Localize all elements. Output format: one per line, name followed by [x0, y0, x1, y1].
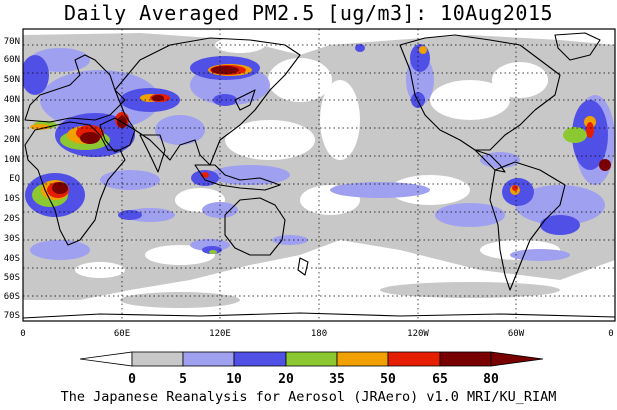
legend-level: 5 [179, 372, 187, 387]
legend-labels: 0 5 10 20 35 50 65 80 [128, 372, 499, 387]
lon-label: 0 [20, 329, 25, 339]
lon-label: 0 [608, 329, 613, 339]
lat-label: 70N [4, 37, 20, 47]
lat-label: 40N [4, 95, 20, 105]
legend-level: 10 [226, 372, 242, 387]
lat-label: 10N [4, 155, 20, 165]
lat-label: 30S [4, 234, 20, 244]
legend-swatch-0 [79, 351, 133, 367]
lat-label: EQ [9, 174, 20, 184]
lat-label: 60S [4, 292, 20, 302]
legend-swatch-2 [182, 351, 235, 367]
legend-level: 20 [278, 372, 294, 387]
lat-label: 50N [4, 75, 20, 85]
legend-level: 0 [128, 372, 136, 387]
lat-label: 40S [4, 254, 20, 264]
color-legend [79, 351, 544, 367]
longitude-labels: 0 60E 120E 180 120W 60W 0 [20, 329, 613, 339]
lat-label: 20S [4, 214, 20, 224]
legend-swatch-1 [131, 351, 184, 367]
lat-label: 20N [4, 135, 20, 145]
lon-label: 120W [407, 329, 429, 339]
legend-level: 35 [329, 372, 345, 387]
lon-label: 60E [114, 329, 130, 339]
lon-label: 120E [209, 329, 231, 339]
coastlines [23, 32, 615, 319]
legend-swatch-5 [336, 351, 389, 367]
lat-label: 10S [4, 194, 20, 204]
legend-level: 65 [432, 372, 448, 387]
lon-label: 60W [508, 329, 525, 339]
lat-label: 30N [4, 115, 20, 125]
map-title: Daily Averaged PM2.5 [ug/m3]: 10Aug2015 [63, 1, 554, 25]
legend-level: 50 [380, 372, 396, 387]
lat-label: 70S [4, 311, 20, 321]
legend-swatch-8 [490, 351, 544, 367]
legend-level: 80 [483, 372, 499, 387]
legend-swatch-6 [387, 351, 441, 367]
concentration-field [23, 33, 615, 308]
legend-swatch-7 [439, 351, 492, 367]
lat-label: 60N [4, 55, 20, 65]
map-frame [22, 28, 616, 322]
legend-swatch-4 [285, 351, 338, 367]
graticule [23, 29, 615, 321]
lat-label: 50S [4, 273, 20, 283]
legend-swatch-3 [233, 351, 287, 367]
credit-line: The Japanese Reanalysis for Aerosol (JRA… [60, 389, 557, 405]
lon-label: 180 [311, 329, 327, 339]
latitude-labels: 70N 60N 50N 40N 30N 20N 10N EQ 10S 20S 3… [4, 37, 20, 321]
